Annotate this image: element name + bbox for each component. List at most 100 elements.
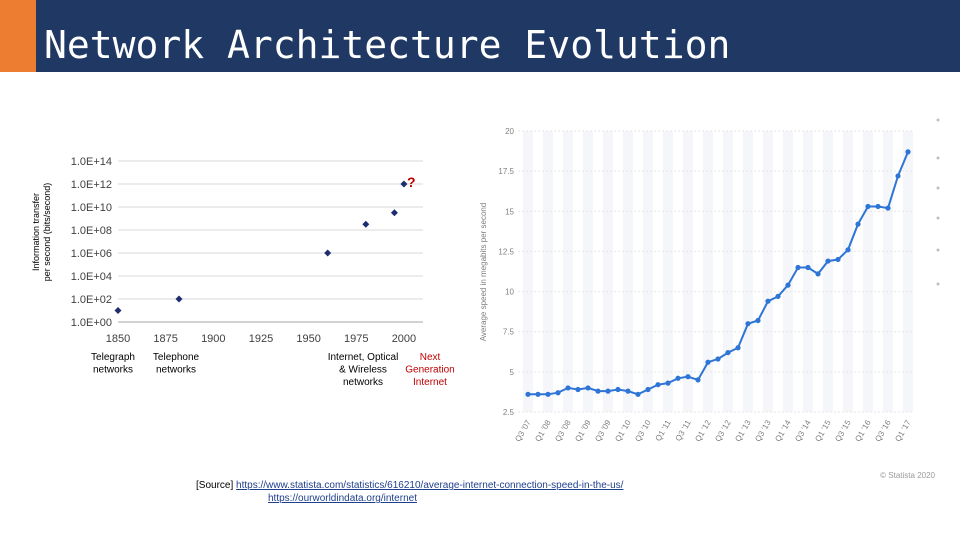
data-point — [555, 390, 561, 396]
toolbar-dot — [936, 216, 940, 220]
column-band — [643, 131, 653, 412]
data-point — [545, 391, 551, 397]
column-band — [863, 131, 873, 412]
x-tick-label: Q3 '14 — [793, 418, 813, 443]
data-point — [745, 321, 751, 327]
x-tick-label: 1925 — [249, 333, 273, 345]
x-tick-label: Q1 '08 — [533, 418, 553, 443]
column-band — [703, 131, 713, 412]
column-band — [783, 131, 793, 412]
column-band — [763, 131, 773, 412]
data-point — [765, 298, 771, 304]
x-tick-label: 1975 — [344, 333, 368, 345]
data-point — [695, 377, 701, 383]
bandwidth-history-chart: 1.0E+00 1.0E+02 1.0E+04 1.0E+06 1.0E+08 1.0E+… — [31, 156, 455, 388]
y-axis-title-line: Information transfer — [31, 193, 41, 271]
data-point — [685, 374, 691, 380]
data-point — [615, 386, 621, 393]
data-point — [895, 173, 901, 179]
column-band — [743, 131, 753, 412]
data-point — [665, 380, 671, 386]
data-point — [635, 391, 641, 397]
column-band — [623, 131, 633, 412]
x-tick-label: Q3 '09 — [593, 418, 613, 443]
era-annotation: Generation — [405, 365, 454, 376]
column-band — [523, 131, 533, 412]
x-tick-label: Q3 '11 — [674, 418, 693, 443]
column-band — [683, 131, 693, 412]
us-internet-speed-chart: 2.5 5 7.5 10 12.5 15 17.5 20 Average speed in me… — [479, 118, 940, 480]
x-tick-label: Q1 '12 — [693, 418, 713, 443]
y-tick-label: 1.0E+08 — [71, 225, 112, 237]
x-tick-label: Q3 '13 — [753, 418, 773, 443]
title-bar — [0, 0, 960, 72]
era-annotation: networks — [343, 377, 383, 388]
y-axis-title-line: per second (bits/second) — [42, 183, 52, 282]
y-tick-label: 1.0E+04 — [71, 271, 112, 283]
x-tick-label: Q1 '15 — [813, 418, 833, 443]
x-tick-label: Q1 '10 — [613, 418, 633, 443]
y-tick-label: 1.0E+10 — [71, 202, 112, 214]
data-point — [525, 391, 531, 397]
x-tick-label: Q1 '11 — [654, 418, 673, 443]
x-tick-label: Q3 '12 — [713, 418, 733, 443]
data-point — [324, 249, 332, 257]
toolbar-dot — [936, 118, 940, 122]
data-point — [625, 388, 631, 394]
data-point — [114, 307, 122, 314]
source-link-statista[interactable]: https://www.statista.com/statistics/6162… — [236, 480, 624, 491]
data-point — [815, 271, 821, 277]
column-band — [843, 131, 853, 412]
data-point — [655, 382, 661, 388]
data-point — [885, 205, 891, 211]
data-point — [755, 317, 761, 324]
y-tick-label: 1.0E+02 — [71, 294, 112, 306]
data-point — [565, 385, 571, 391]
toolbar-dot — [936, 248, 940, 252]
era-annotation: networks — [93, 365, 133, 376]
column-band — [563, 131, 573, 412]
data-point — [605, 388, 611, 394]
column-band — [823, 131, 833, 412]
data-point — [675, 375, 681, 381]
era-annotation: Internet, Optical — [328, 352, 399, 363]
column-band — [903, 131, 913, 412]
era-annotation: networks — [156, 365, 196, 376]
data-point — [795, 264, 801, 271]
column-band — [803, 131, 813, 412]
x-tick-label: 2000 — [392, 333, 416, 345]
x-tick-label: Q3 '15 — [833, 418, 853, 443]
era-annotation: Internet — [413, 377, 447, 388]
x-tick-label: 1850 — [106, 333, 130, 345]
data-point — [775, 293, 781, 299]
data-point — [390, 209, 398, 217]
source-link-ourworldindata[interactable]: https://ourworldindata.org/internet — [268, 493, 417, 504]
data-point — [865, 203, 871, 210]
y-tick-label: 7.5 — [503, 328, 515, 337]
data-point — [835, 256, 841, 263]
data-point — [535, 391, 541, 397]
x-tick-label: 1875 — [153, 333, 177, 345]
data-point — [855, 221, 861, 227]
data-point — [645, 386, 651, 393]
source-citation: [Source] https://www.statista.com/statis… — [196, 480, 623, 504]
column-band — [883, 131, 893, 412]
data-point — [585, 385, 591, 391]
column-band — [543, 131, 553, 412]
y-tick-label: 1.0E+06 — [71, 248, 112, 260]
slide-title: Network Architecture Evolution — [44, 23, 731, 67]
toolbar-dot — [936, 282, 940, 286]
question-mark: ? — [407, 174, 416, 190]
toolbar-dot — [936, 186, 940, 190]
data-point — [845, 247, 851, 253]
data-point — [175, 295, 183, 303]
y-tick-label: 12.5 — [498, 247, 514, 256]
data-point — [575, 386, 581, 393]
column-band — [603, 131, 613, 412]
y-axis-title: Information transfer per second (bits/sec… — [31, 183, 52, 282]
y-tick-label: 1.0E+00 — [71, 317, 112, 329]
column-band — [583, 131, 593, 412]
data-point — [705, 359, 711, 365]
y-tick-label: 1.0E+12 — [71, 179, 112, 191]
data-point — [825, 258, 831, 264]
